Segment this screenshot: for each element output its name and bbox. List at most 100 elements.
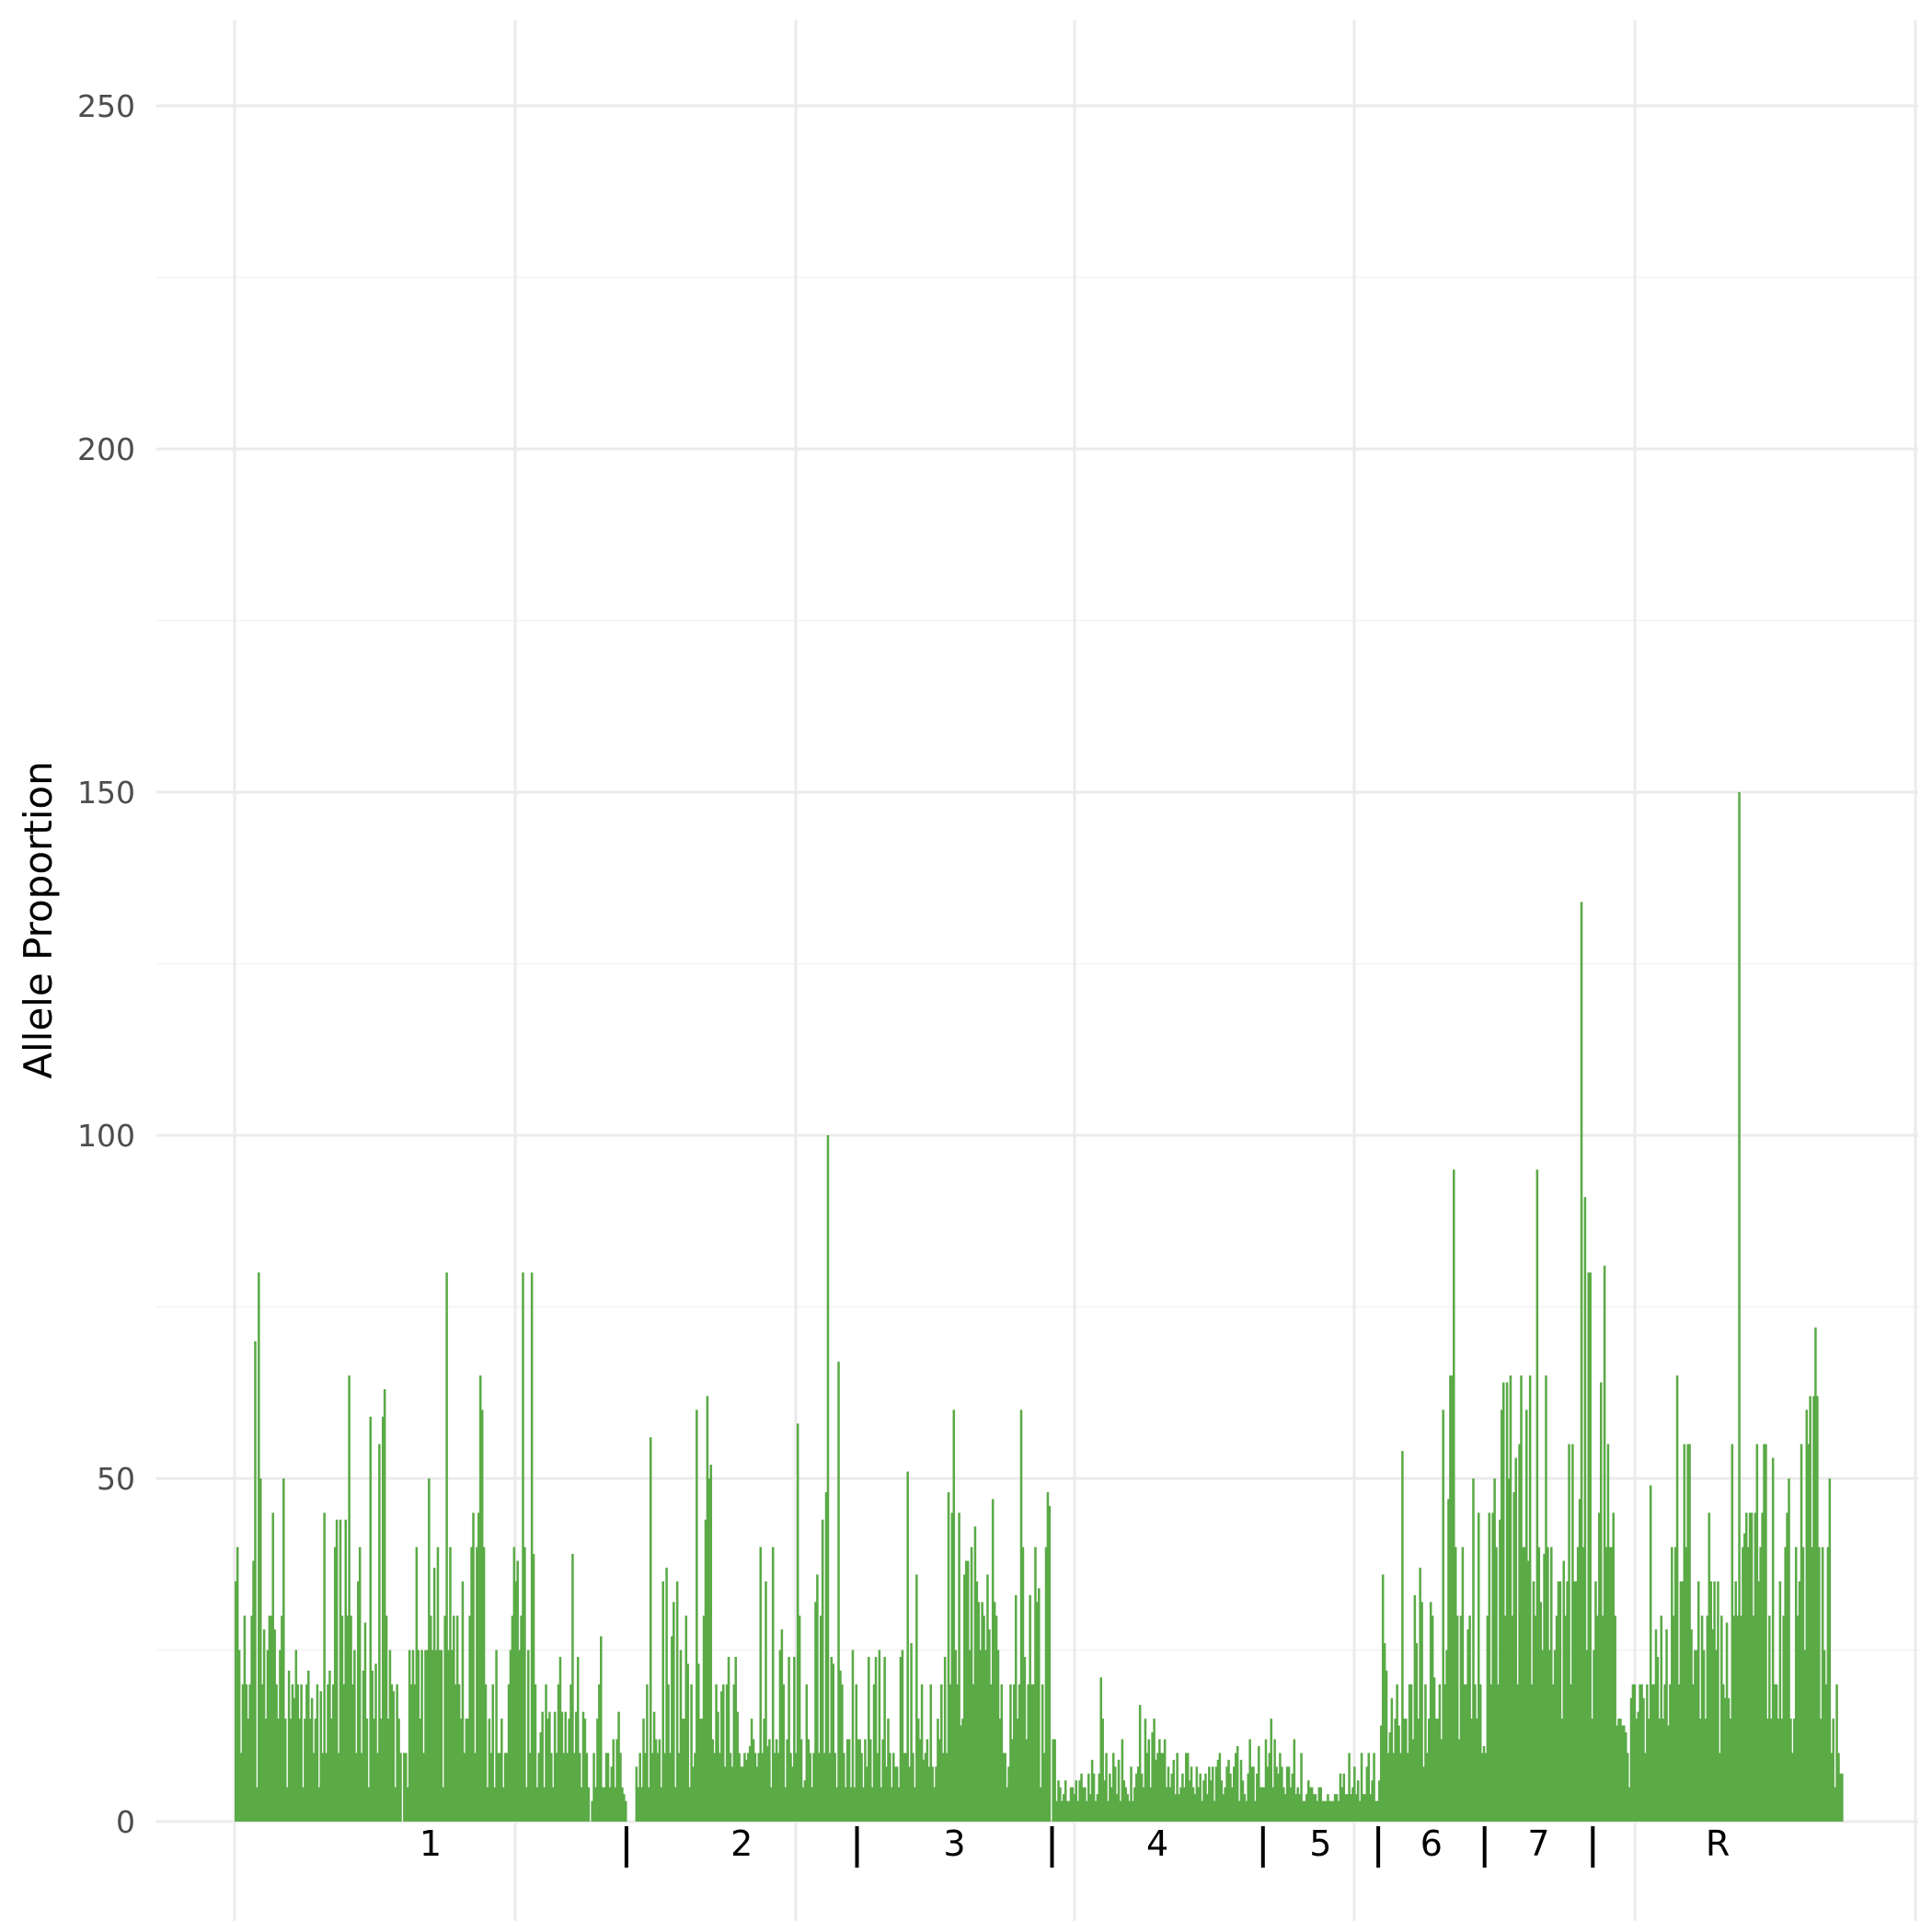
- bar: [428, 1478, 431, 1822]
- bar: [778, 1650, 782, 1822]
- bar: [1769, 1719, 1773, 1822]
- bar: [849, 1787, 853, 1822]
- bar: [1663, 1684, 1666, 1822]
- bar: [922, 1759, 926, 1822]
- bar: [977, 1602, 981, 1822]
- bar: [340, 1616, 344, 1822]
- bar: [1729, 1719, 1732, 1822]
- bar: [1428, 1719, 1431, 1822]
- bar: [843, 1753, 845, 1822]
- bar: [610, 1766, 614, 1822]
- bar: [1591, 1719, 1593, 1822]
- bar: [1293, 1739, 1296, 1822]
- bar: [337, 1753, 340, 1822]
- bar: [1281, 1766, 1283, 1822]
- bar: [1803, 1650, 1807, 1822]
- bar: [1743, 1533, 1746, 1822]
- bar: [669, 1753, 672, 1822]
- bar: [1323, 1800, 1326, 1822]
- bar: [1404, 1719, 1408, 1822]
- bar: [876, 1753, 880, 1822]
- bar: [1474, 1684, 1477, 1822]
- bar: [1497, 1684, 1500, 1822]
- bar: [1348, 1753, 1351, 1822]
- bar: [1044, 1547, 1048, 1822]
- bar: [1725, 1622, 1729, 1822]
- bar: [1241, 1780, 1245, 1822]
- bar: [748, 1745, 752, 1822]
- bar: [998, 1719, 1002, 1822]
- bar: [1016, 1719, 1019, 1822]
- bar: [432, 1567, 436, 1822]
- bar: [600, 1636, 603, 1822]
- bar: [1204, 1773, 1207, 1822]
- bar: [826, 1135, 830, 1822]
- bar: [1149, 1787, 1152, 1822]
- bar: [1109, 1773, 1111, 1822]
- bar: [1832, 1719, 1834, 1822]
- y-axis-ticks: 0 50 100 150 200 250: [77, 88, 135, 1840]
- bar: [1518, 1443, 1521, 1822]
- bar: [1197, 1787, 1201, 1822]
- bar: [665, 1567, 668, 1822]
- bar: [1442, 1409, 1444, 1822]
- bar: [1794, 1547, 1798, 1822]
- bar: [1426, 1753, 1429, 1822]
- bar: [1420, 1602, 1423, 1822]
- bar: [841, 1684, 844, 1822]
- bar: [1468, 1616, 1471, 1822]
- bar: [1167, 1766, 1170, 1822]
- bar: [560, 1711, 564, 1822]
- bar: [1828, 1478, 1832, 1822]
- bar: [317, 1787, 321, 1822]
- bar: [706, 1396, 709, 1822]
- bar: [1105, 1753, 1108, 1822]
- bar: [1376, 1800, 1379, 1822]
- bar: [1181, 1773, 1184, 1822]
- bar: [803, 1780, 807, 1822]
- bar: [1548, 1650, 1551, 1822]
- bar: [1259, 1787, 1262, 1822]
- bar: [1642, 1697, 1645, 1822]
- bar: [1170, 1773, 1174, 1822]
- bar: [1351, 1787, 1354, 1822]
- bar: [904, 1753, 908, 1822]
- bar: [373, 1719, 375, 1822]
- bar: [1406, 1753, 1409, 1822]
- bar: [784, 1787, 787, 1822]
- bar: [927, 1766, 931, 1822]
- bar: [938, 1739, 941, 1822]
- bar: [644, 1753, 647, 1822]
- bar: [1036, 1602, 1039, 1822]
- bar: [578, 1753, 581, 1822]
- bar: [1543, 1554, 1546, 1822]
- bar: [1593, 1650, 1595, 1822]
- bar: [596, 1719, 599, 1822]
- bar: [420, 1650, 423, 1822]
- bar: [828, 1753, 832, 1822]
- bar: [734, 1656, 738, 1822]
- bar: [1057, 1780, 1060, 1822]
- bar: [330, 1719, 333, 1822]
- bar: [1431, 1616, 1434, 1822]
- bar: [422, 1753, 425, 1822]
- bar: [1041, 1684, 1044, 1822]
- bar: [1784, 1547, 1787, 1822]
- bar: [302, 1787, 305, 1822]
- bar: [287, 1670, 291, 1822]
- bar: [1580, 902, 1583, 1822]
- bar: [635, 1766, 638, 1822]
- bar: [931, 1766, 934, 1822]
- bar: [1736, 1616, 1739, 1822]
- bar: [1111, 1753, 1115, 1822]
- bar: [1690, 1629, 1693, 1822]
- bar: [353, 1650, 356, 1822]
- bar: [394, 1787, 397, 1822]
- bar: [1484, 1753, 1488, 1822]
- bar: [1124, 1787, 1127, 1822]
- bar: [1061, 1800, 1064, 1822]
- bar: [300, 1684, 303, 1822]
- bar: [807, 1739, 811, 1822]
- bar: [1388, 1732, 1392, 1822]
